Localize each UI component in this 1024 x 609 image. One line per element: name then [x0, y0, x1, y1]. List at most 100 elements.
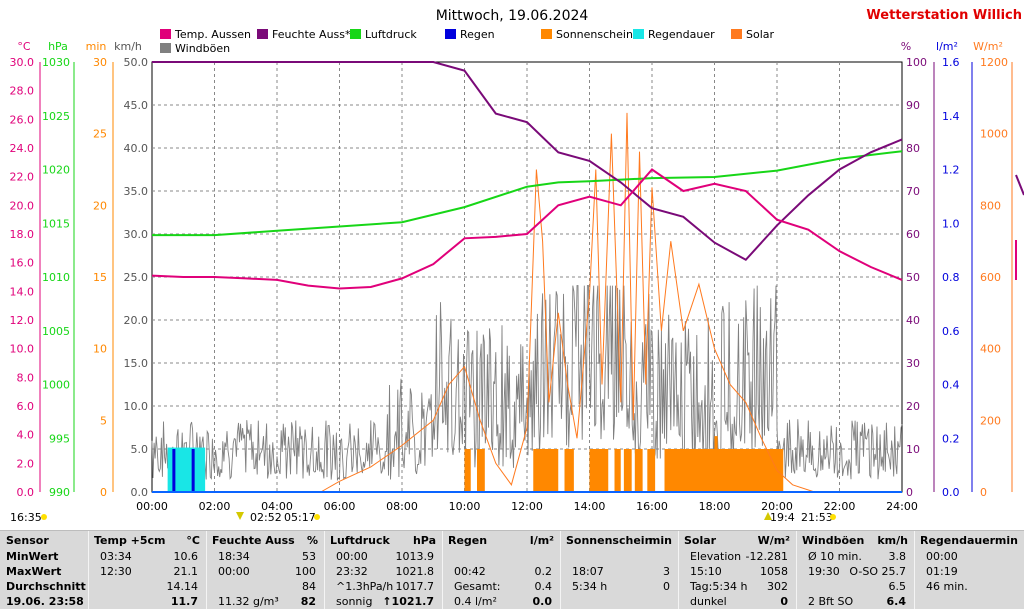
- unit-min: min: [86, 40, 107, 53]
- ytick-solar: 800: [980, 199, 1001, 212]
- rain-bar: [191, 449, 195, 492]
- ytick-temp: 16.0: [10, 257, 35, 270]
- ytick-pct: 0: [906, 486, 913, 499]
- stats-separator: [796, 531, 797, 609]
- stats-header: Regen: [448, 534, 488, 547]
- stats-cell-label: Gesamt:: [454, 580, 501, 593]
- ytick-rain: 0.4: [942, 379, 960, 392]
- ytick-pct: 10: [906, 443, 920, 456]
- stats-cell-value: 84: [302, 580, 316, 593]
- legend-swatch: [445, 29, 456, 39]
- stats-cell-label: Ø 10 min.: [808, 550, 862, 563]
- marker-sunrise: 05:17: [284, 511, 316, 524]
- ytick-kmh: 35.0: [124, 185, 149, 198]
- stats-cell-value: 21.1: [173, 565, 199, 578]
- ytick-temp: 18.0: [10, 228, 35, 241]
- ytick-temp: 24.0: [10, 142, 35, 155]
- stats-cell-label: 46 min.: [926, 580, 968, 593]
- stats-cell-value: 1058: [760, 565, 788, 578]
- stats-separator: [914, 531, 915, 609]
- sunrise-icon: [314, 514, 320, 520]
- ytick-pct: 40: [906, 314, 920, 327]
- stats-cell-value: 6.4: [886, 595, 907, 608]
- unit-press: hPa: [48, 40, 68, 53]
- marker-sunset: 21:53: [801, 511, 833, 524]
- ytick-pct: 70: [906, 185, 920, 198]
- marker-left-time: 16:35: [10, 511, 42, 524]
- sun-block: [477, 449, 485, 492]
- sun-block: [464, 449, 471, 492]
- stats-cell-label: 2 Bft SO: [808, 595, 854, 608]
- ytick-temp: 12.0: [10, 314, 35, 327]
- sunset-icon: [830, 514, 836, 520]
- stats-unit: hPa: [412, 534, 436, 547]
- stats-cell-label: 00:00: [926, 550, 958, 563]
- chart-title: Mittwoch, 19.06.2024: [436, 8, 589, 24]
- legend-swatch: [160, 29, 171, 39]
- ytick-rain: 0.6: [942, 325, 960, 338]
- stats-col-temp: Temp +5cm °C 03:34 10.6 12:30 21.1 14.14 11.7: [88, 531, 206, 609]
- xtick: 20:00: [761, 500, 793, 513]
- stats-cell-label: 01:19: [926, 565, 958, 578]
- ytick-solar: 1200: [980, 56, 1008, 69]
- stats-col-luftdruck: Luftdruck hPa 00:00 1013.9 23:32 1021.8 ^1.3hP…: [324, 531, 442, 609]
- ytick-kmh: 45.0: [124, 99, 149, 112]
- ytick-kmh: 40.0: [124, 142, 149, 155]
- weather-chart: Mittwoch, 19.06.2024 Wetterstation Willic…: [10, 8, 1024, 524]
- marker-moonrise: 02:52: [250, 511, 282, 524]
- stats-cell-value: 1021.8: [395, 565, 435, 578]
- stats-unit: l/m²: [529, 534, 554, 547]
- xtick: 04:00: [261, 500, 293, 513]
- stats-row-label: MaxWert: [6, 565, 62, 578]
- ytick-solar: 600: [980, 271, 1001, 284]
- series-windgusts: [151, 285, 903, 482]
- ytick-press: 1010: [42, 271, 70, 284]
- stats-cell-value: 82: [300, 595, 316, 608]
- ytick-temp: 28.0: [10, 85, 35, 98]
- stats-row-label: MinWert: [6, 550, 59, 563]
- ytick-kmh: 50.0: [124, 56, 149, 69]
- unit-kmh: km/h: [114, 40, 142, 53]
- sun-block: [623, 449, 632, 492]
- ytick-pct: 30: [906, 357, 920, 370]
- legend-swatch: [541, 29, 552, 39]
- stats-cell-value: 302: [767, 580, 788, 593]
- stats-cell-label: 11.32 g/m³: [218, 595, 279, 608]
- stats-cell-value: 0: [663, 580, 670, 593]
- stats-cell-value: 53: [302, 550, 316, 563]
- stats-cell-label: Elevation: [690, 550, 742, 563]
- ytick-kmh: 20.0: [124, 314, 149, 327]
- stats-cell-value: 14.14: [166, 580, 199, 593]
- stats-header: Windböen: [802, 534, 865, 547]
- ytick-rain: 0.8: [942, 271, 960, 284]
- stats-cell-value: 1013.9: [395, 550, 435, 563]
- moonset-icon: [764, 512, 772, 520]
- ytick-solar: 400: [980, 343, 1001, 356]
- ytick-temp: 0.0: [17, 486, 35, 499]
- stats-header: Luftdruck: [330, 534, 390, 547]
- station-name: Wetterstation Willich: [866, 8, 1022, 23]
- ytick-pct: 80: [906, 142, 920, 155]
- ytick-rain: 1.4: [942, 110, 960, 123]
- xtick: 10:00: [449, 500, 481, 513]
- ytick-solar: 1000: [980, 128, 1008, 141]
- stats-col-feuchte: Feuchte Auss% 18:34 53 00:00 100 84 11.32 g/m³…: [206, 531, 324, 609]
- stats-col-regendauer: Regendauer min 00:00 01:19 46 min.: [914, 531, 1024, 609]
- stats-cell-label: dunkel: [690, 595, 727, 608]
- xtick: 12:00: [511, 500, 543, 513]
- stats-cell-label: 03:34: [100, 550, 132, 563]
- stats-header: Temp +5cm: [94, 534, 166, 547]
- series-solar: [320, 112, 815, 493]
- xtick: 22:00: [824, 500, 856, 513]
- ytick-min: 10: [93, 343, 107, 356]
- rain-bar: [172, 449, 176, 492]
- sun-block: [614, 449, 621, 492]
- ytick-press: 1015: [42, 217, 70, 230]
- stats-separator: [442, 531, 443, 609]
- legend-label: Solar: [746, 28, 775, 41]
- xtick: 00:00: [136, 500, 168, 513]
- ytick-press: 990: [49, 486, 70, 499]
- stats-col-regen: Regen l/m² 00:42 0.2 Gesamt: 0.4 0.4 l/m² 0.0: [442, 531, 560, 609]
- ytick-kmh: 0.0: [131, 486, 149, 499]
- stats-cell-value: O-SO 25.7: [849, 565, 906, 578]
